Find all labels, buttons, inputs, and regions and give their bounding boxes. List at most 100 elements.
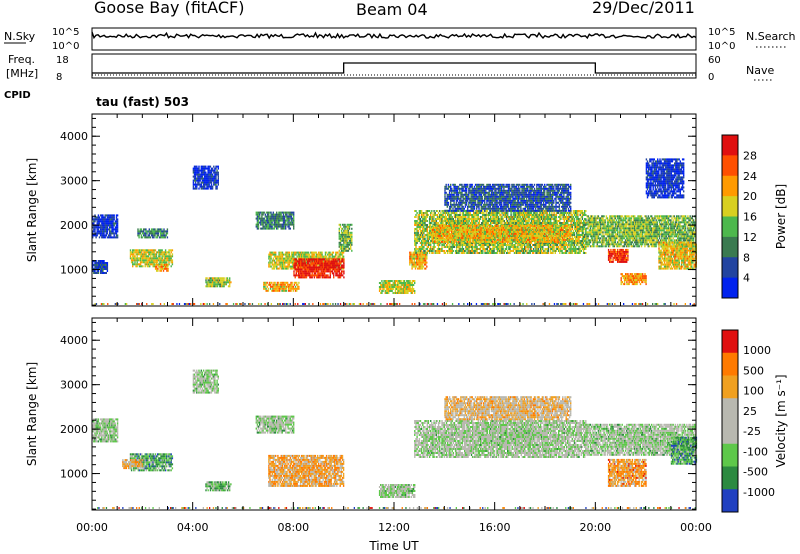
echo-cell xyxy=(499,212,501,214)
echo-cell xyxy=(341,253,344,256)
echo-cell xyxy=(416,212,418,214)
echo-cell xyxy=(351,233,353,236)
echo-cell xyxy=(514,248,517,250)
echo-cell xyxy=(495,220,498,222)
echo-cell xyxy=(389,284,391,286)
echo-cell xyxy=(485,242,487,244)
echo-cell xyxy=(518,214,520,216)
echo-cell xyxy=(202,173,205,176)
echo-cell xyxy=(416,238,418,240)
echo-cell xyxy=(162,236,164,239)
echo-cell xyxy=(310,255,312,258)
echo-cell xyxy=(485,244,487,246)
echo-cell xyxy=(158,257,160,260)
echo-cell xyxy=(268,221,270,224)
echo-cell xyxy=(418,216,421,218)
echo-cell xyxy=(398,290,400,292)
echo-cell xyxy=(338,264,340,267)
echo-cell xyxy=(97,220,100,223)
echo-cell xyxy=(281,265,284,268)
echo-cell xyxy=(520,246,522,248)
echo-cell xyxy=(339,223,342,226)
echo-cell xyxy=(520,214,522,216)
echo-cell xyxy=(218,279,221,282)
echo-cell xyxy=(202,171,205,174)
echo-cell xyxy=(415,246,417,248)
echo-cell xyxy=(286,265,288,268)
echo-cell xyxy=(159,257,161,260)
echo-cell xyxy=(103,216,105,219)
echo-cell xyxy=(162,263,165,266)
echo-cell xyxy=(150,251,152,254)
echo-cell xyxy=(348,225,351,228)
echo-cell xyxy=(467,244,469,246)
echo-cell xyxy=(451,242,453,244)
echo-cell xyxy=(529,226,531,228)
echo-cell xyxy=(101,272,103,274)
echo-cell xyxy=(288,227,290,230)
echo-cell xyxy=(291,251,294,254)
echo-cell xyxy=(408,282,410,284)
echo-cell xyxy=(425,212,427,214)
echo-cell xyxy=(325,276,327,279)
echo-cell xyxy=(116,224,119,227)
echo-cell xyxy=(458,220,460,222)
echo-cell xyxy=(522,242,525,244)
echo-cell xyxy=(192,175,195,178)
echo-cell xyxy=(425,210,427,212)
echo-cell xyxy=(441,250,443,252)
echo-cell xyxy=(491,242,493,244)
echo-cell xyxy=(301,264,303,267)
echo-cell xyxy=(293,251,295,254)
echo-cell xyxy=(415,228,417,230)
echo-cell xyxy=(440,242,442,244)
echo-cell xyxy=(338,266,340,269)
echo-cell xyxy=(519,218,521,220)
echo-cell xyxy=(213,165,215,168)
echo-cell xyxy=(308,262,310,265)
echo-cell xyxy=(351,227,353,230)
echo-cell xyxy=(518,224,520,226)
echo-cell xyxy=(461,246,464,248)
echo-cell xyxy=(199,177,201,180)
echo-cell xyxy=(425,220,427,222)
echo-cell xyxy=(284,263,286,266)
echo-cell xyxy=(311,270,313,273)
echo-cell xyxy=(343,223,345,226)
echo-cell xyxy=(294,274,296,277)
echo-cell xyxy=(514,222,517,224)
echo-cell xyxy=(152,230,154,233)
echo-cell xyxy=(107,234,110,237)
echo-cell xyxy=(475,222,477,224)
echo-cell xyxy=(426,246,428,248)
echo-cell xyxy=(289,285,291,288)
nave-tick-bottom: 0 xyxy=(708,72,714,83)
echo-cell xyxy=(333,276,335,279)
echo-cell xyxy=(378,282,381,284)
echo-cell xyxy=(101,270,103,272)
echo-cell xyxy=(206,167,208,170)
echo-cell xyxy=(265,223,268,226)
echo-cell xyxy=(269,217,271,220)
echo-cell xyxy=(223,283,225,286)
echo-cell xyxy=(257,219,260,222)
echo-cell xyxy=(345,247,347,250)
echo-cell xyxy=(289,283,291,286)
echo-cell xyxy=(327,266,329,269)
echo-cell xyxy=(160,261,162,264)
echo-cell xyxy=(285,215,287,218)
echo-cell xyxy=(105,220,107,223)
echo-cell xyxy=(288,263,290,266)
echo-cell xyxy=(205,181,207,184)
echo-cell xyxy=(113,228,115,231)
echo-cell xyxy=(444,218,447,220)
echo-cell xyxy=(132,259,134,262)
echo-cell xyxy=(322,264,325,267)
echo-cell xyxy=(278,215,280,218)
echo-cell xyxy=(273,221,276,224)
echo-cell xyxy=(528,250,530,252)
echo-cell xyxy=(399,286,401,288)
echo-cell xyxy=(485,252,487,254)
echo-cell xyxy=(95,218,97,221)
echo-cell xyxy=(433,214,435,216)
